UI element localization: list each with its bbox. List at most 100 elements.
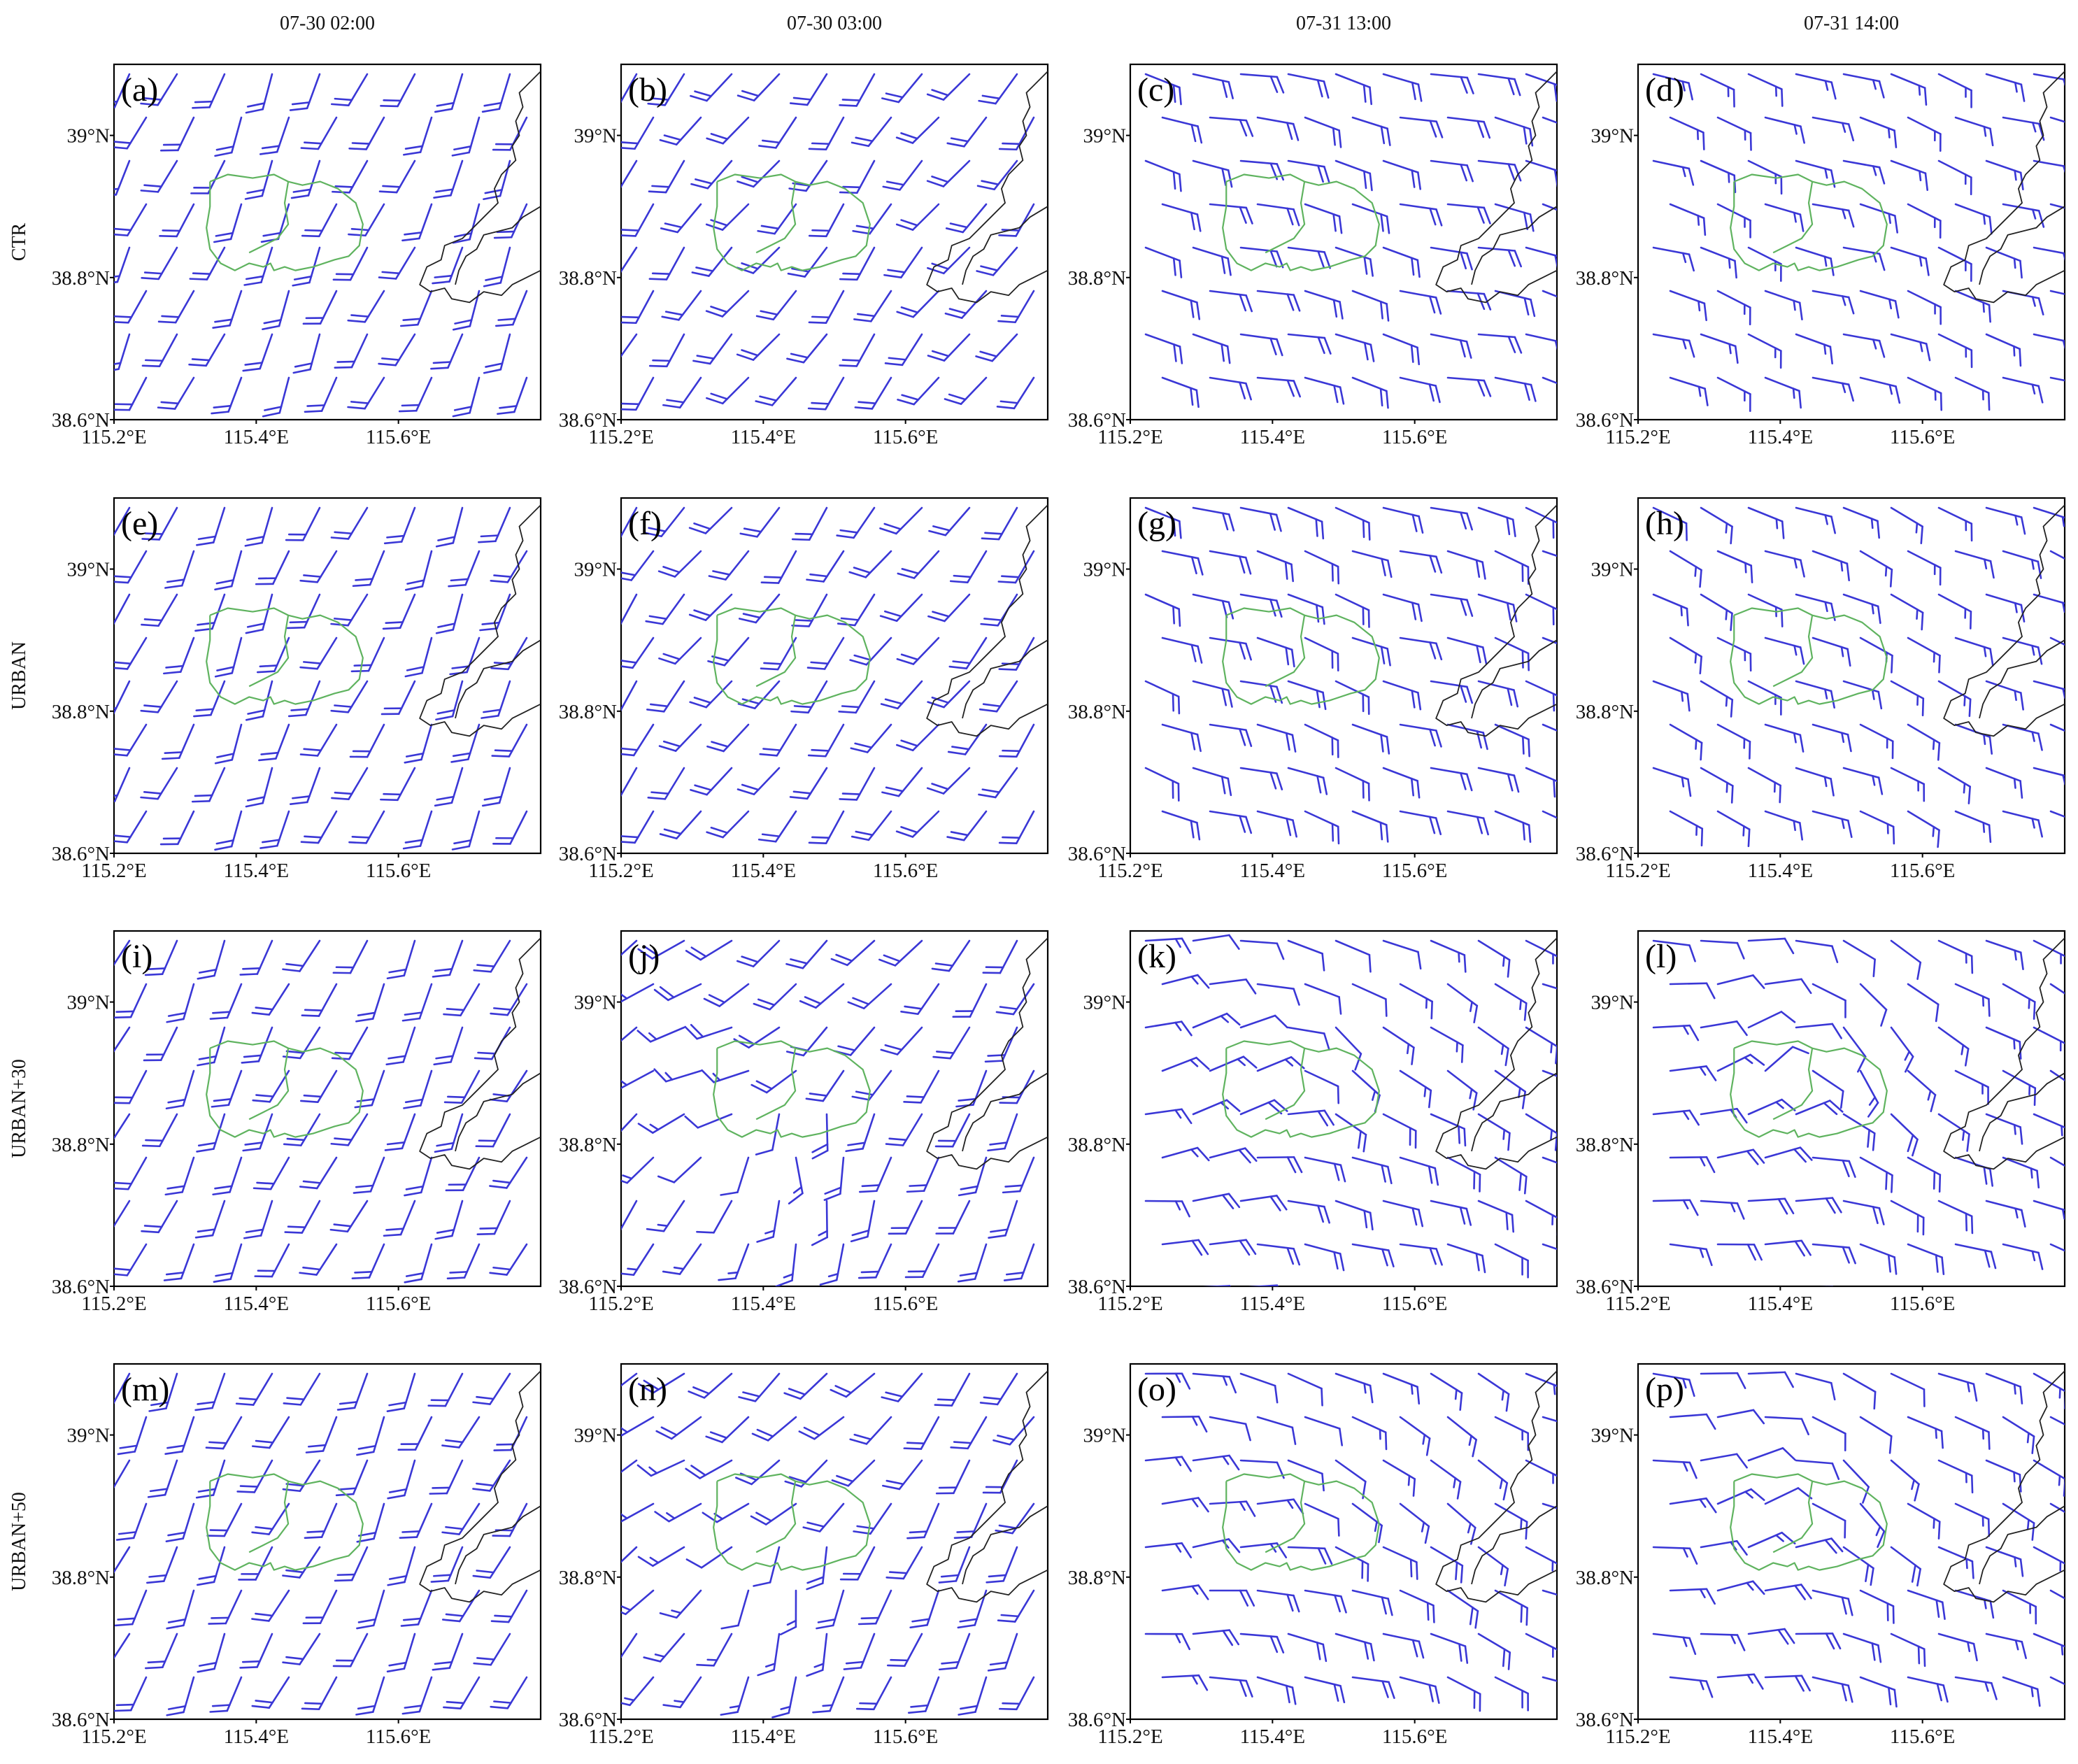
wind-barb bbox=[164, 1416, 195, 1455]
wind-barb bbox=[2034, 1721, 2072, 1747]
wind-barb bbox=[2033, 680, 2065, 699]
wind-barb bbox=[1937, 506, 1973, 542]
wind-barb bbox=[946, 116, 988, 148]
wind-barb bbox=[988, 1200, 1018, 1239]
column-title-1: 07-30 02:00 bbox=[280, 13, 375, 34]
wind-barb bbox=[811, 1200, 828, 1246]
wind-barb bbox=[1795, 73, 1837, 100]
wind-barb bbox=[473, 939, 511, 973]
wind-barb bbox=[1669, 1413, 1716, 1430]
wind-barb bbox=[1700, 1633, 1746, 1651]
urban-inner-divider bbox=[1265, 615, 1306, 688]
map-panel: (e) 115.2°E 115.4°E 115.6°E 38.6°N 38.8°N 39°N bbox=[52, 497, 542, 882]
wind-barb bbox=[926, 73, 971, 101]
wind-barb bbox=[1985, 939, 2024, 970]
lon-tick-label: 115.4°E bbox=[731, 1293, 797, 1315]
wind-barb bbox=[1700, 1200, 1745, 1220]
wind-barb bbox=[1859, 723, 1894, 760]
wind-barb bbox=[1669, 1243, 1713, 1267]
wind-barb bbox=[1525, 680, 1557, 712]
wind-barb bbox=[244, 506, 273, 547]
wind-barb bbox=[1652, 333, 1695, 358]
wind-barb bbox=[1907, 1502, 1941, 1540]
wind-barb bbox=[1842, 939, 1876, 978]
wind-barb bbox=[1477, 1633, 1511, 1670]
wind-barb bbox=[808, 116, 845, 150]
wind-barb bbox=[685, 1459, 733, 1479]
lon-tick-label: 115.4°E bbox=[224, 860, 290, 882]
wind-barb bbox=[1985, 333, 2022, 367]
wind-barb bbox=[949, 550, 988, 583]
wind-barb bbox=[637, 939, 685, 960]
wind-barb bbox=[657, 550, 702, 578]
wind-barb bbox=[114, 1113, 131, 1140]
wind-barb bbox=[1144, 767, 1180, 802]
wind-barb bbox=[2034, 855, 2073, 880]
wind-barb bbox=[840, 855, 874, 887]
wind-barb bbox=[1161, 203, 1202, 232]
wind-barb bbox=[662, 376, 702, 408]
wind-barb bbox=[1304, 1676, 1346, 1704]
wind-barb bbox=[1161, 550, 1204, 576]
wind-barb bbox=[880, 1026, 923, 1055]
wind-barb bbox=[1716, 723, 1751, 760]
wind-barb bbox=[114, 333, 131, 371]
row-label-ctr: CTR bbox=[8, 222, 30, 261]
map-panel: (c) 115.2°E 115.4°E 115.6°E 38.6°N 38.8°N 39°N bbox=[1068, 63, 1558, 448]
wind-barb bbox=[1700, 246, 1737, 279]
wind-barb bbox=[1937, 1113, 1970, 1152]
wind-barb bbox=[658, 636, 702, 665]
lon-tick-label: 115.2°E bbox=[588, 1293, 654, 1315]
wind-barb bbox=[852, 203, 892, 235]
map-content bbox=[1144, 504, 1557, 845]
wind-barb bbox=[1859, 983, 1888, 1027]
lat-tick-label: 38.6°N bbox=[1068, 1709, 1126, 1731]
wind-barb bbox=[1764, 290, 1803, 321]
wind-barb bbox=[839, 333, 876, 367]
wind-barb bbox=[114, 1200, 131, 1228]
wind-barb bbox=[1542, 376, 1557, 385]
wind-barb bbox=[909, 1589, 940, 1629]
wind-barb bbox=[1937, 333, 1973, 369]
map-content bbox=[621, 1370, 1048, 1719]
wind-barb bbox=[736, 159, 781, 188]
lat-tick-label: 38.6°N bbox=[1068, 843, 1126, 865]
lat-tick-label: 39°N bbox=[66, 1425, 110, 1447]
wind-barb bbox=[399, 1502, 433, 1539]
wind-barb bbox=[621, 767, 638, 797]
wind-barb bbox=[685, 1546, 733, 1569]
wind-barb bbox=[378, 333, 416, 367]
wind-barb bbox=[1890, 1113, 1919, 1157]
lon-tick-label: 115.2°E bbox=[1605, 426, 1671, 448]
wind-barb bbox=[1986, 1721, 2028, 1742]
wind-barb bbox=[114, 203, 148, 236]
wind-barb bbox=[2033, 1113, 2065, 1137]
panel-tag: (p) bbox=[1645, 1371, 1684, 1408]
wind-barb bbox=[1351, 1502, 1383, 1544]
wind-barb bbox=[978, 855, 1017, 883]
wind-barb bbox=[1382, 1113, 1417, 1149]
wind-barb bbox=[653, 983, 702, 1002]
wind-barb bbox=[881, 1459, 923, 1491]
wind-barb bbox=[430, 333, 464, 370]
admin-border bbox=[926, 937, 1048, 1170]
wind-barb bbox=[896, 636, 940, 665]
wind-barb bbox=[759, 723, 797, 757]
wind-barb bbox=[1399, 1416, 1431, 1456]
wind-barb bbox=[878, 939, 923, 967]
admin-border-branch bbox=[962, 1505, 1048, 1585]
lon-tick-label: 115.6°E bbox=[1890, 1726, 1956, 1748]
wind-barb bbox=[356, 1589, 385, 1630]
wind-barb bbox=[1161, 723, 1202, 753]
wind-barb bbox=[1669, 116, 1705, 150]
wind-barb bbox=[2049, 550, 2065, 560]
wind-barb bbox=[1937, 1026, 1970, 1067]
wind-barb bbox=[144, 1721, 177, 1754]
wind-barb bbox=[2049, 636, 2065, 646]
wind-barb bbox=[1192, 1012, 1241, 1029]
wind-barb bbox=[1287, 333, 1332, 355]
admin-border bbox=[926, 504, 1048, 737]
wind-barb bbox=[738, 593, 781, 624]
wind-barb bbox=[1335, 593, 1370, 628]
urban-area-outline bbox=[713, 1040, 871, 1138]
